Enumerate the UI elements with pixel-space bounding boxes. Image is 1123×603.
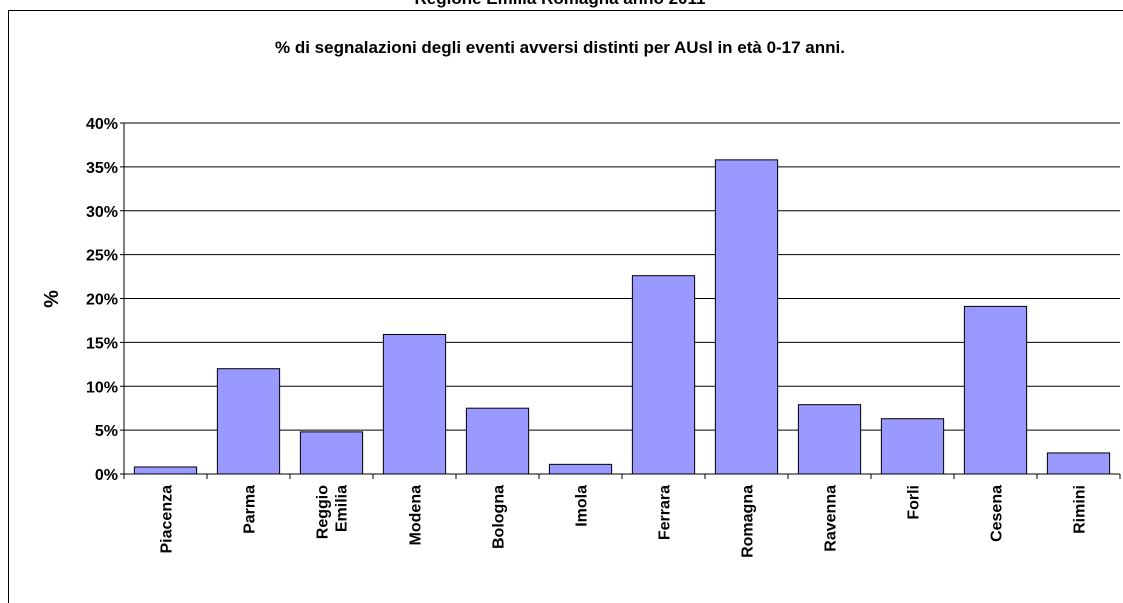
x-tick-label: Parma bbox=[242, 485, 259, 534]
x-tick-label: Piacenza bbox=[159, 485, 176, 554]
y-tick-label: 30% bbox=[86, 204, 118, 221]
bar bbox=[714, 159, 779, 475]
x-tick-label: Cesena bbox=[989, 485, 1006, 542]
x-tick-label: Romagna bbox=[740, 485, 757, 558]
bar bbox=[548, 463, 613, 475]
chart-subtitle: % di segnalazioni degli eventi avversi d… bbox=[275, 38, 845, 57]
chart-title: Regione Emilia Romagna anno 2011 bbox=[415, 0, 706, 8]
chart-frame bbox=[8, 10, 1123, 603]
x-tick-label: Modena bbox=[408, 485, 425, 546]
bar bbox=[133, 466, 198, 475]
y-tick-label: 40% bbox=[86, 116, 118, 133]
bar bbox=[797, 404, 862, 475]
y-tick-label: 0% bbox=[95, 467, 118, 484]
x-tick-label: Reggio Emilia bbox=[315, 485, 351, 539]
bar bbox=[465, 407, 530, 475]
bar bbox=[631, 275, 696, 475]
bar bbox=[880, 418, 945, 475]
x-tick-label: Forli bbox=[906, 485, 923, 520]
y-tick-label: 20% bbox=[86, 292, 118, 309]
y-tick-label: 35% bbox=[86, 160, 118, 177]
y-tick-label: 10% bbox=[86, 379, 118, 396]
x-tick-label: Imola bbox=[574, 485, 591, 527]
x-tick-label: Ravenna bbox=[823, 485, 840, 552]
bar bbox=[299, 431, 364, 475]
x-tick-label: Rimini bbox=[1072, 485, 1089, 534]
bar bbox=[216, 368, 281, 475]
y-tick-label: 15% bbox=[86, 335, 118, 352]
x-tick-label: Bologna bbox=[491, 485, 508, 549]
bar bbox=[382, 333, 447, 475]
x-tick-label: Ferrara bbox=[657, 485, 674, 540]
y-tick-label: 25% bbox=[86, 248, 118, 265]
bar bbox=[1046, 452, 1111, 475]
y-axis-label: % bbox=[41, 290, 63, 308]
y-tick-label: 5% bbox=[95, 423, 118, 440]
bar bbox=[963, 305, 1028, 475]
